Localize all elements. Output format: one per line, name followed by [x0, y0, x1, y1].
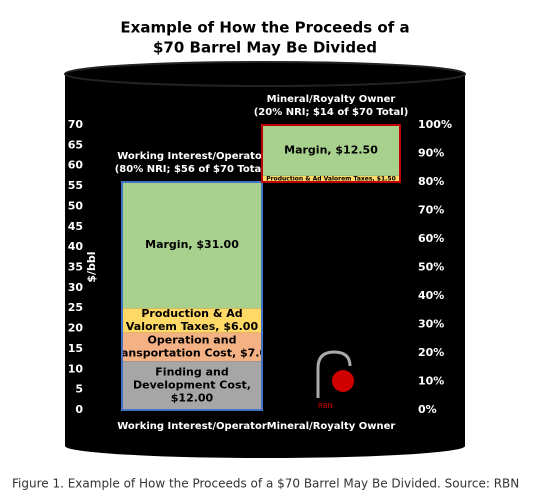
value-label: Margin, $31.00 — [145, 238, 239, 251]
value-label: Margin, $12.50 — [284, 143, 378, 156]
bar-outline — [121, 181, 263, 411]
logo-text: RBN — [318, 402, 333, 410]
y2-tick-label: 60% — [418, 232, 444, 245]
y-axis-label: $/bbl — [85, 251, 98, 282]
bar-segment — [122, 361, 262, 410]
y-tick-label: 30 — [68, 281, 84, 294]
y2-tick-label: 70% — [418, 204, 444, 217]
y-tick-label: 50 — [68, 199, 84, 212]
y-tick-label: 10 — [68, 362, 84, 375]
y-tick-label: 25 — [68, 301, 83, 314]
value-label: Operation and — [148, 333, 237, 346]
y-tick-label: 65 — [68, 138, 83, 151]
y2-tick-label: 20% — [418, 346, 444, 359]
y2-tick-label: 10% — [418, 375, 444, 388]
group-label: Mineral/Royalty Owner — [267, 94, 396, 105]
y-tick-label: 15 — [68, 342, 83, 355]
y2-tick-label: 30% — [418, 318, 444, 331]
x-tick-label: Working Interest/Operator — [117, 421, 267, 432]
bar-segment — [122, 332, 262, 362]
caption: Figure 1. Example of How the Proceeds of… — [12, 477, 519, 491]
y2-tick-label: 0% — [418, 403, 437, 416]
y2-tick-label: 90% — [418, 147, 444, 160]
y-tick-label: 70 — [68, 118, 84, 131]
y2-tick-label: 100% — [418, 118, 452, 131]
y-tick-label: 5 — [75, 383, 83, 396]
value-label: Development Cost, — [133, 379, 251, 392]
y2-tick-label: 80% — [418, 175, 444, 188]
group-label: (80% NRI; $56 of $70 Total) — [115, 164, 270, 175]
chart-title: $70 Barrel May Be Divided — [153, 39, 377, 57]
value-label: $12.00 — [171, 392, 214, 405]
value-label: Finding and — [155, 366, 228, 379]
value-label: Production & Ad — [141, 307, 242, 320]
x-tick-label: Mineral/Royalty Owner — [267, 421, 396, 432]
bar-outline — [261, 124, 401, 183]
group-label: Working Interest/Operator — [117, 151, 267, 162]
y-tick-label: 60 — [68, 159, 84, 172]
value-label: Transportation Cost, $7.00 — [109, 346, 275, 359]
y-tick-label: 0 — [75, 403, 83, 416]
bar-segment — [122, 308, 262, 333]
group-label: (20% NRI; $14 of $70 Total) — [254, 107, 409, 118]
logo: RBN — [316, 350, 354, 410]
value-label: Production & Ad Valorem Taxes, $1.50 — [266, 175, 396, 182]
y-tick-label: 40 — [68, 240, 84, 253]
y-tick-label: 20 — [68, 322, 84, 335]
y2-tick-label: 50% — [418, 261, 444, 274]
bar-segment — [262, 175, 400, 182]
y2-tick-label: 40% — [418, 289, 444, 302]
bar-segment — [262, 125, 400, 176]
y-tick-label: 45 — [68, 220, 83, 233]
y-tick-label: 55 — [68, 179, 83, 192]
chart-title: Example of How the Proceeds of a — [120, 19, 409, 37]
bar-segment — [122, 182, 262, 309]
value-label: Valorem Taxes, $6.00 — [126, 320, 259, 333]
y-tick-label: 35 — [68, 261, 83, 274]
